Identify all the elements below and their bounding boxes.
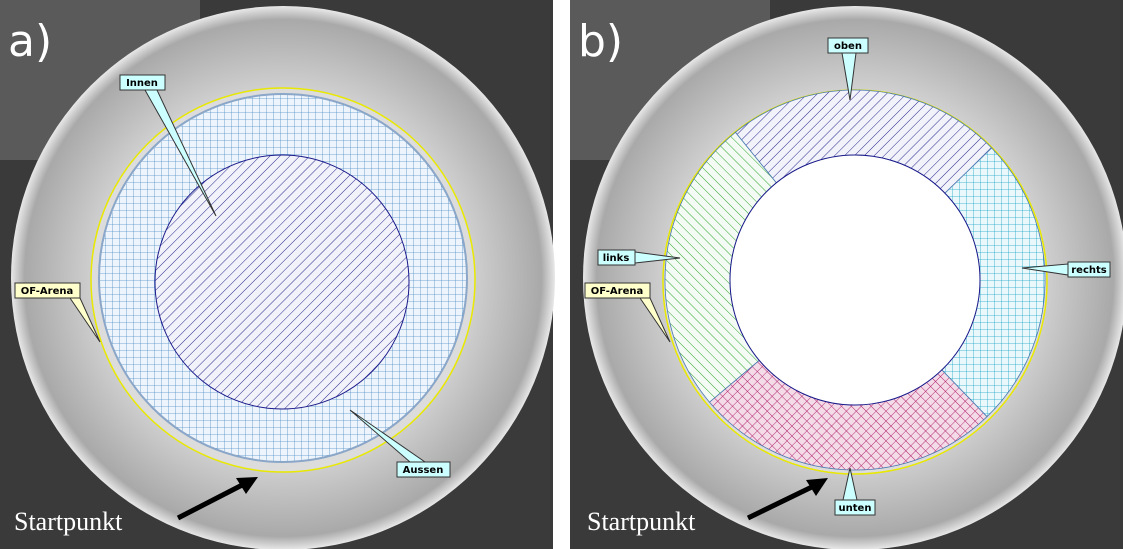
zone-label: OF-Arena <box>21 286 74 297</box>
center-zone <box>730 155 980 405</box>
zone-label: rechts <box>1071 265 1107 276</box>
start-label: Startpunkt <box>587 507 696 536</box>
panel-label: b) <box>578 16 623 67</box>
zone-label: links <box>603 253 630 264</box>
zone-label: Innen <box>126 78 158 89</box>
panel-a: a) Innen OF-Arena Aussen Startpunkt <box>0 0 555 549</box>
zone-innen <box>155 155 409 409</box>
figure: a) Innen OF-Arena Aussen Startpunkt b) <box>0 0 1123 549</box>
zone-label: Aussen <box>403 465 444 476</box>
panel-b: b) oben links rechts OF-Arena unten <box>570 0 1123 549</box>
zone-label: unten <box>839 503 872 514</box>
panel-label: a) <box>8 16 52 67</box>
zone-label: OF-Arena <box>591 286 644 297</box>
start-label: Startpunkt <box>14 507 123 536</box>
zone-label: oben <box>834 41 862 52</box>
